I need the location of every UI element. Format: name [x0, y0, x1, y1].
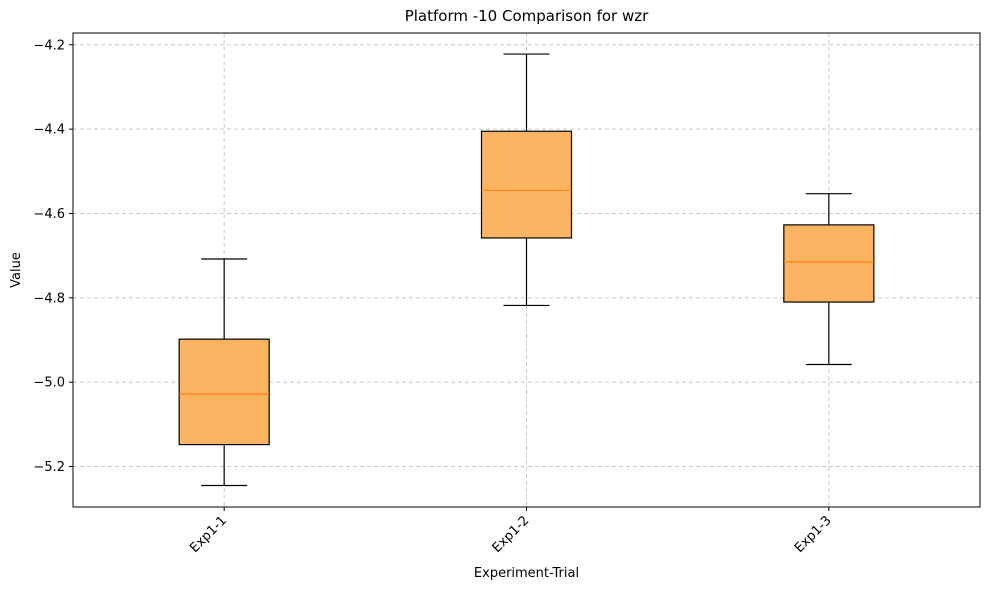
- y-tick-label: −4.8: [33, 291, 65, 306]
- y-tick-label: −4.6: [33, 207, 65, 222]
- y-tick-label: −4.2: [33, 38, 65, 53]
- x-tick-layer: Exp1-1 Exp1-2 Exp1-3: [187, 507, 835, 556]
- box-layer: [178, 53, 875, 487]
- box-exp1-3: [783, 193, 875, 366]
- y-tick-layer: −5.2 −5.0 −4.8 −4.6 −4.4 −4.2: [33, 38, 73, 475]
- x-tick-label: Exp1-3: [792, 513, 835, 556]
- y-axis-label: Value: [9, 252, 24, 288]
- iqr-box: [480, 130, 573, 239]
- box-exp1-1: [178, 258, 270, 487]
- iqr-box: [178, 338, 270, 446]
- y-tick-label: −5.0: [33, 376, 65, 391]
- chart-title: Platform -10 Comparison for wzr: [405, 7, 649, 25]
- x-tick-label: Exp1-1: [187, 513, 230, 556]
- x-tick-label: Exp1-2: [490, 513, 533, 556]
- iqr-box: [783, 224, 875, 303]
- y-tick-label: −5.2: [33, 460, 65, 475]
- x-axis-label: Experiment-Trial: [474, 566, 579, 581]
- box-exp1-2: [480, 53, 573, 307]
- y-tick-label: −4.4: [33, 123, 65, 138]
